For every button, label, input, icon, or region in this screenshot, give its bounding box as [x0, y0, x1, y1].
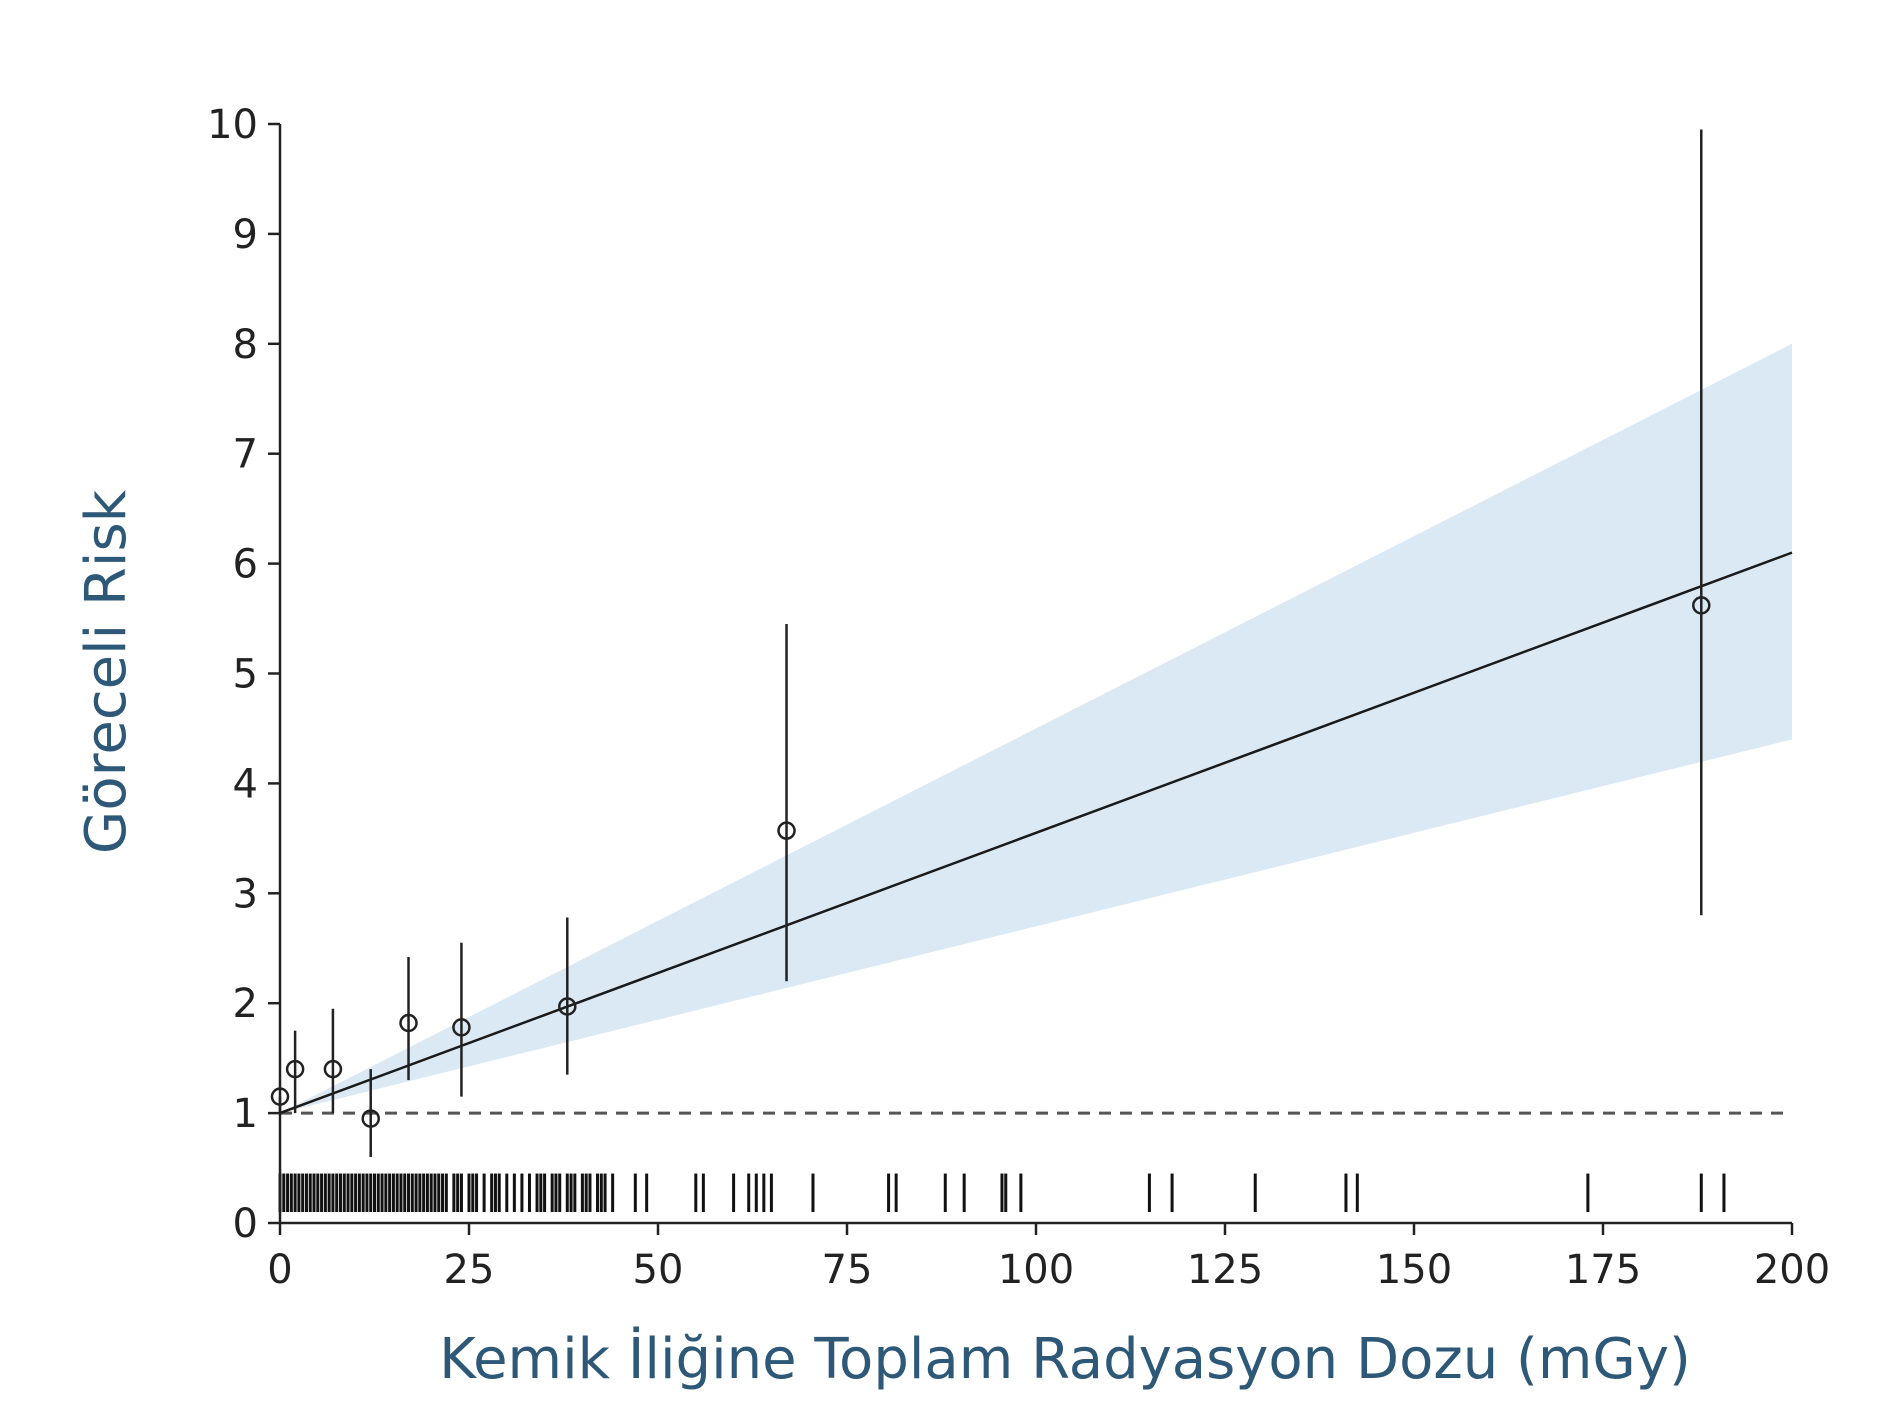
error-bars-layer [278, 129, 1703, 1158]
y-tick-label: 9 [233, 212, 258, 258]
y-tick-label: 3 [233, 871, 258, 917]
y-tick-label: 8 [233, 322, 258, 368]
y-tick-label: 0 [233, 1201, 258, 1247]
x-tick-label: 200 [1754, 1247, 1830, 1293]
x-tick-label: 75 [822, 1247, 873, 1293]
x-tick-label: 50 [633, 1247, 684, 1293]
data-point [1692, 596, 1711, 615]
y-tick-label: 4 [233, 761, 258, 807]
x-tick-label: 25 [444, 1247, 495, 1293]
y-axis-title: Göreceli Risk [74, 489, 139, 854]
fit-line [279, 551, 1793, 1115]
confidence-band [280, 343, 1792, 1114]
x-axis-title: Kemik İliğine Toplam Radyasyon Dozu (mGy… [439, 1327, 1691, 1392]
x-tick-label: 125 [1187, 1247, 1263, 1293]
data-point [323, 1059, 343, 1079]
data-point [777, 821, 796, 840]
rug-layer [278, 1173, 1726, 1213]
y-tick-label: 6 [233, 542, 258, 588]
data-point [558, 997, 577, 1016]
data-point [452, 1018, 471, 1037]
data-point [361, 1109, 380, 1128]
x-tick-label: 175 [1565, 1247, 1641, 1293]
fit-line-layer [279, 551, 1793, 1115]
x-tick-label: 0 [267, 1247, 292, 1293]
data-point [285, 1059, 305, 1079]
y-tick-label: 10 [207, 102, 258, 148]
x-tick-label: 100 [998, 1247, 1074, 1293]
y-tick-label: 2 [233, 981, 258, 1027]
y-tick-label: 7 [233, 432, 258, 478]
y-tick-label: 1 [233, 1091, 258, 1137]
data-point [399, 1013, 418, 1033]
x-tick-label: 150 [1376, 1247, 1452, 1293]
y-tick-label: 5 [233, 652, 258, 698]
confidence-band-layer [280, 343, 1792, 1114]
